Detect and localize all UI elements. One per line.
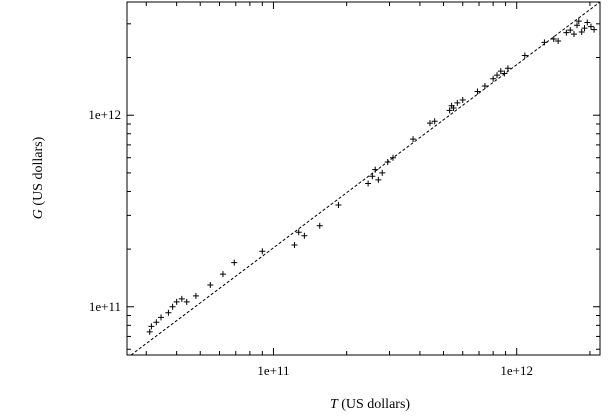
data-point <box>169 303 176 310</box>
data-point <box>259 248 266 255</box>
axis-ticks <box>127 2 600 355</box>
data-point <box>372 166 379 173</box>
data-point <box>365 180 372 187</box>
data-point <box>146 328 153 335</box>
fit-line <box>130 2 600 355</box>
data-point <box>497 68 504 75</box>
data-point <box>301 232 308 239</box>
data-point <box>575 18 582 25</box>
data-point <box>567 27 574 34</box>
data-point <box>316 222 323 229</box>
data-point <box>454 99 461 106</box>
data-point <box>459 97 466 104</box>
data-point <box>446 107 453 114</box>
data-point <box>207 281 214 288</box>
data-point <box>581 25 588 32</box>
data-point <box>335 201 342 208</box>
data-point <box>384 158 391 165</box>
data-point <box>158 314 165 321</box>
data-point <box>192 292 199 299</box>
data-point <box>178 295 185 302</box>
data-point <box>541 39 548 46</box>
x-axis-label: T (US dollars) <box>330 397 410 412</box>
data-point <box>574 22 581 29</box>
axis-tick-labels: 1e+11 1e+12 1e+11 1e+12 <box>88 107 533 378</box>
data-point <box>555 38 562 45</box>
data-point <box>173 298 180 305</box>
data-point <box>431 118 438 125</box>
data-point <box>148 323 155 330</box>
data-point <box>153 319 160 326</box>
data-point <box>389 154 396 161</box>
data-points <box>146 18 598 335</box>
data-point <box>379 169 386 176</box>
data-point <box>426 120 433 127</box>
data-point <box>490 75 497 82</box>
data-point <box>563 29 570 36</box>
data-point <box>570 31 577 38</box>
y-tick-label: 1e+12 <box>88 107 121 122</box>
data-point <box>295 229 302 236</box>
data-point <box>587 23 594 30</box>
data-point <box>501 70 508 77</box>
plot-frame <box>126 1 601 356</box>
data-point <box>578 28 585 35</box>
data-point <box>481 83 488 90</box>
data-point <box>521 52 528 59</box>
data-point <box>591 26 598 33</box>
data-point <box>369 173 376 180</box>
data-point <box>219 271 226 278</box>
data-point <box>231 259 238 266</box>
data-point <box>165 309 172 316</box>
data-point <box>504 65 511 72</box>
data-point <box>474 88 481 95</box>
data-point <box>550 35 557 42</box>
x-tick-label: 1e+11 <box>257 363 289 378</box>
data-point <box>494 72 501 79</box>
data-point <box>450 105 457 112</box>
x-tick-label: 1e+12 <box>500 363 533 378</box>
data-point <box>291 242 298 249</box>
data-point <box>375 176 382 183</box>
y-axis-label: G (US dollars) <box>31 136 46 219</box>
y-tick-label: 1e+11 <box>89 299 121 314</box>
data-point <box>183 298 190 305</box>
data-point <box>410 136 417 143</box>
data-point <box>584 19 591 26</box>
fit-line-group <box>130 2 600 355</box>
